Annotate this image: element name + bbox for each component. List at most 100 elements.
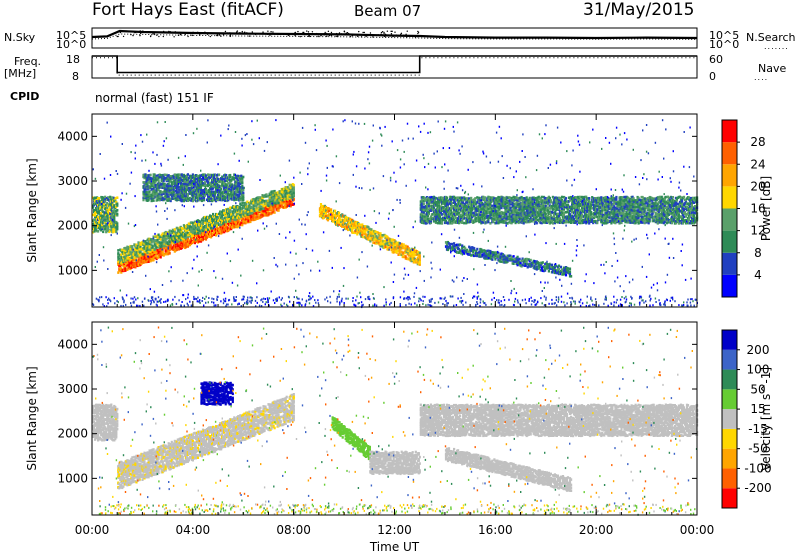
power-cell (288, 197, 291, 200)
power-cell (218, 173, 221, 177)
power-cell (201, 235, 205, 239)
power-cell (191, 199, 194, 203)
power-cell (284, 195, 287, 198)
power-cell (525, 196, 528, 199)
noise-sample (236, 32, 238, 35)
power-cell (198, 198, 202, 202)
power-cell (199, 194, 203, 197)
power-cell (486, 216, 489, 220)
power-cell (255, 208, 258, 212)
power-cell (406, 249, 409, 252)
power-cell (124, 252, 127, 255)
power-cell (92, 213, 95, 217)
power-cell (181, 192, 184, 196)
power-cell (120, 271, 123, 274)
noise-sample (356, 35, 359, 37)
power-cell (439, 217, 443, 221)
power-cell (163, 197, 166, 201)
power-cell (523, 217, 526, 221)
power-cell (534, 218, 537, 222)
power-cell (176, 227, 179, 230)
power-cell (208, 197, 211, 201)
power-cell (422, 202, 425, 206)
power-cell (351, 222, 354, 226)
power-cell (534, 196, 537, 200)
power-cell (252, 215, 255, 219)
power-cell (459, 213, 462, 217)
power-cell (157, 179, 160, 183)
power-cell (469, 202, 472, 206)
power-cell (508, 209, 511, 212)
power-cell (173, 228, 176, 231)
noise-sample (346, 31, 349, 34)
power-cell (287, 194, 290, 197)
power-cell (418, 254, 421, 257)
power-cell (529, 216, 532, 220)
power-cell (265, 195, 268, 198)
power-cell (338, 223, 341, 226)
power-cell (203, 194, 207, 197)
power-cell (154, 180, 157, 183)
power-cell (104, 200, 107, 203)
power-cell (489, 222, 492, 225)
power-cell (116, 196, 119, 199)
power-cell (155, 246, 158, 249)
noise-sample (229, 32, 231, 34)
power-cell (556, 212, 559, 216)
power-cell (107, 196, 110, 199)
power-cell (278, 192, 281, 195)
power-cell (169, 199, 172, 203)
power-cell (332, 211, 335, 215)
power-cell (262, 209, 265, 213)
power-cell (212, 187, 215, 190)
power-cell (148, 246, 151, 249)
noise-sample (220, 35, 222, 37)
power-cell (186, 197, 189, 200)
power-cell (402, 243, 405, 246)
power-cell (553, 211, 556, 214)
power-cell (478, 196, 481, 200)
power-cell (286, 204, 289, 207)
power-cell (441, 202, 445, 205)
power-cell (208, 195, 211, 198)
power-cell (539, 197, 542, 200)
power-cell (398, 249, 401, 253)
noise-sample (116, 31, 119, 33)
power-cell (421, 215, 424, 218)
power-cell (463, 221, 466, 225)
noise-sample (380, 33, 382, 36)
power-cell (335, 215, 338, 219)
noise-sample (309, 35, 311, 38)
power-cell (174, 232, 177, 235)
power-cell (242, 198, 245, 202)
power-cell (394, 249, 397, 253)
power-cell (367, 230, 370, 234)
power-cell (531, 197, 534, 201)
power-cell (352, 226, 355, 230)
power-cell (487, 219, 490, 222)
power-cell (177, 194, 180, 198)
power-cell (443, 218, 447, 221)
power-cell (189, 183, 192, 187)
power-cell (460, 202, 463, 206)
power-cell (250, 215, 253, 218)
noise-sample (347, 32, 350, 35)
power-cell (117, 249, 120, 252)
power-cell (461, 221, 464, 224)
power-cell (186, 178, 189, 181)
noise-sample (400, 32, 403, 35)
power-cell (199, 226, 203, 230)
power-cell (168, 252, 171, 255)
power-cell (109, 195, 112, 199)
power-cell (115, 220, 118, 224)
power-cell (143, 192, 146, 196)
power-cell (97, 212, 100, 215)
power-cell (432, 206, 435, 210)
power-cell (493, 217, 496, 221)
power-cell (179, 197, 182, 201)
power-cell (143, 176, 146, 180)
power-cell (149, 186, 152, 189)
power-cell (507, 206, 510, 210)
power-cell (270, 196, 273, 199)
power-cell (454, 215, 457, 218)
